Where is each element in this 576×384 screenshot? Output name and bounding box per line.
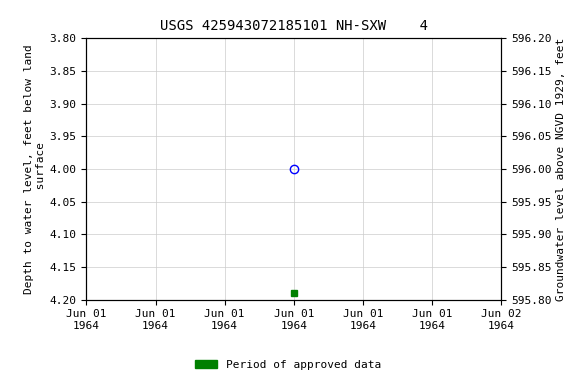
Y-axis label: Depth to water level, feet below land
 surface: Depth to water level, feet below land su…: [24, 44, 46, 294]
Title: USGS 425943072185101 NH-SXW    4: USGS 425943072185101 NH-SXW 4: [160, 19, 428, 33]
Legend: Period of approved data: Period of approved data: [191, 356, 385, 375]
Y-axis label: Groundwater level above NGVD 1929, feet: Groundwater level above NGVD 1929, feet: [555, 37, 566, 301]
